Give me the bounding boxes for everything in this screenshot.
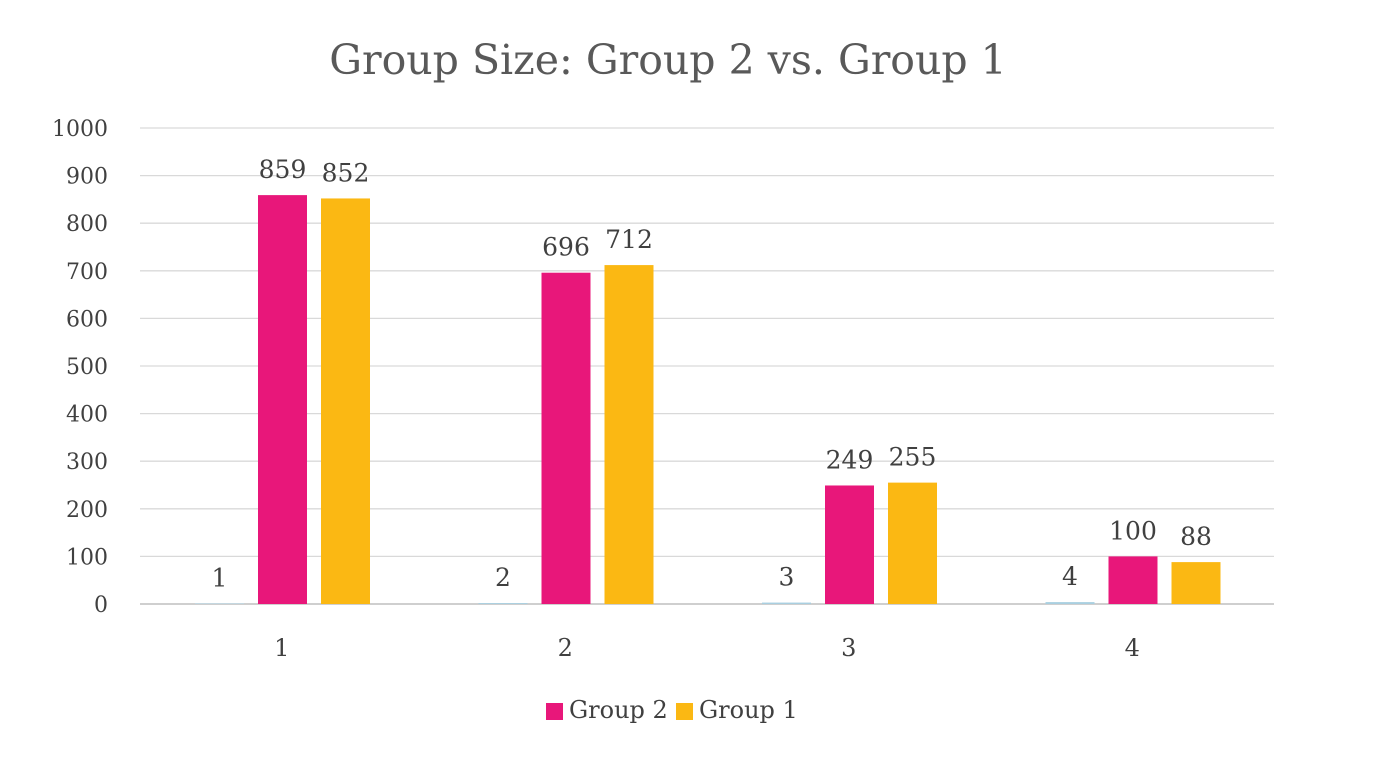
data-label-group2-4: 100 bbox=[1109, 516, 1157, 545]
legend-item-group2: Group 2 bbox=[546, 696, 668, 724]
bar-index-3 bbox=[762, 602, 811, 604]
bar-index-1 bbox=[195, 603, 244, 604]
y-tick-label: 900 bbox=[66, 165, 108, 190]
data-label-index-4: 4 bbox=[1062, 562, 1078, 591]
x-tick-label: 1 bbox=[274, 634, 289, 662]
bar-index-4 bbox=[1045, 602, 1095, 604]
legend: Group 2 Group 1 bbox=[546, 696, 798, 724]
data-label-group1-2: 712 bbox=[605, 225, 653, 254]
y-tick-label: 400 bbox=[66, 403, 108, 428]
data-label-group1-3: 255 bbox=[889, 443, 937, 472]
y-tick-label: 500 bbox=[66, 355, 108, 380]
y-axis-tick-labels: 0 100 200 300 400 500 600 700 800 900 1000 bbox=[52, 117, 108, 618]
data-label-index-2: 2 bbox=[495, 563, 511, 592]
legend-label: Group 1 bbox=[699, 696, 798, 724]
x-tick-label: 3 bbox=[841, 634, 856, 662]
x-tick-label: 2 bbox=[558, 634, 573, 662]
bar-group2-2 bbox=[541, 272, 591, 604]
y-tick-label: 800 bbox=[66, 212, 108, 237]
data-label-group2-2: 696 bbox=[542, 233, 590, 262]
y-tick-label: 200 bbox=[66, 498, 108, 523]
bar-group2-4 bbox=[1108, 556, 1158, 604]
x-axis-tick-labels: 1 2 3 4 bbox=[274, 634, 1140, 662]
x-tick-label: 4 bbox=[1125, 634, 1140, 662]
legend-label: Group 2 bbox=[569, 696, 668, 724]
legend-swatch bbox=[676, 703, 693, 720]
data-label-group1-4: 88 bbox=[1180, 522, 1212, 551]
legend-swatch bbox=[546, 703, 563, 720]
y-tick-label: 700 bbox=[66, 260, 108, 285]
bar-group2-3 bbox=[825, 485, 874, 604]
chart-title: Group Size: Group 2 vs. Group 1 bbox=[329, 36, 1007, 84]
bars bbox=[195, 195, 1221, 604]
legend-item-group1: Group 1 bbox=[676, 696, 798, 724]
data-label-group2-1: 859 bbox=[259, 155, 307, 184]
bar-group2-1 bbox=[258, 195, 307, 604]
bar-group1-4 bbox=[1171, 562, 1221, 604]
y-tick-label: 300 bbox=[66, 450, 108, 475]
y-tick-label: 600 bbox=[66, 307, 108, 332]
y-tick-label: 1000 bbox=[52, 117, 108, 142]
data-labels: 1 859 852 2 696 712 3 249 255 4 100 88 bbox=[212, 155, 1212, 592]
bar-group1-2 bbox=[604, 265, 654, 604]
y-tick-label: 0 bbox=[94, 593, 108, 618]
data-label-index-3: 3 bbox=[779, 563, 795, 592]
data-label-index-1: 1 bbox=[212, 564, 228, 593]
data-label-group1-1: 852 bbox=[322, 158, 370, 187]
bar-index-2 bbox=[478, 603, 528, 604]
bar-group1-3 bbox=[888, 482, 937, 604]
data-label-group2-3: 249 bbox=[826, 445, 874, 474]
gridlines bbox=[140, 127, 1274, 605]
bar-group1-1 bbox=[321, 198, 370, 604]
y-tick-label: 100 bbox=[66, 545, 108, 570]
